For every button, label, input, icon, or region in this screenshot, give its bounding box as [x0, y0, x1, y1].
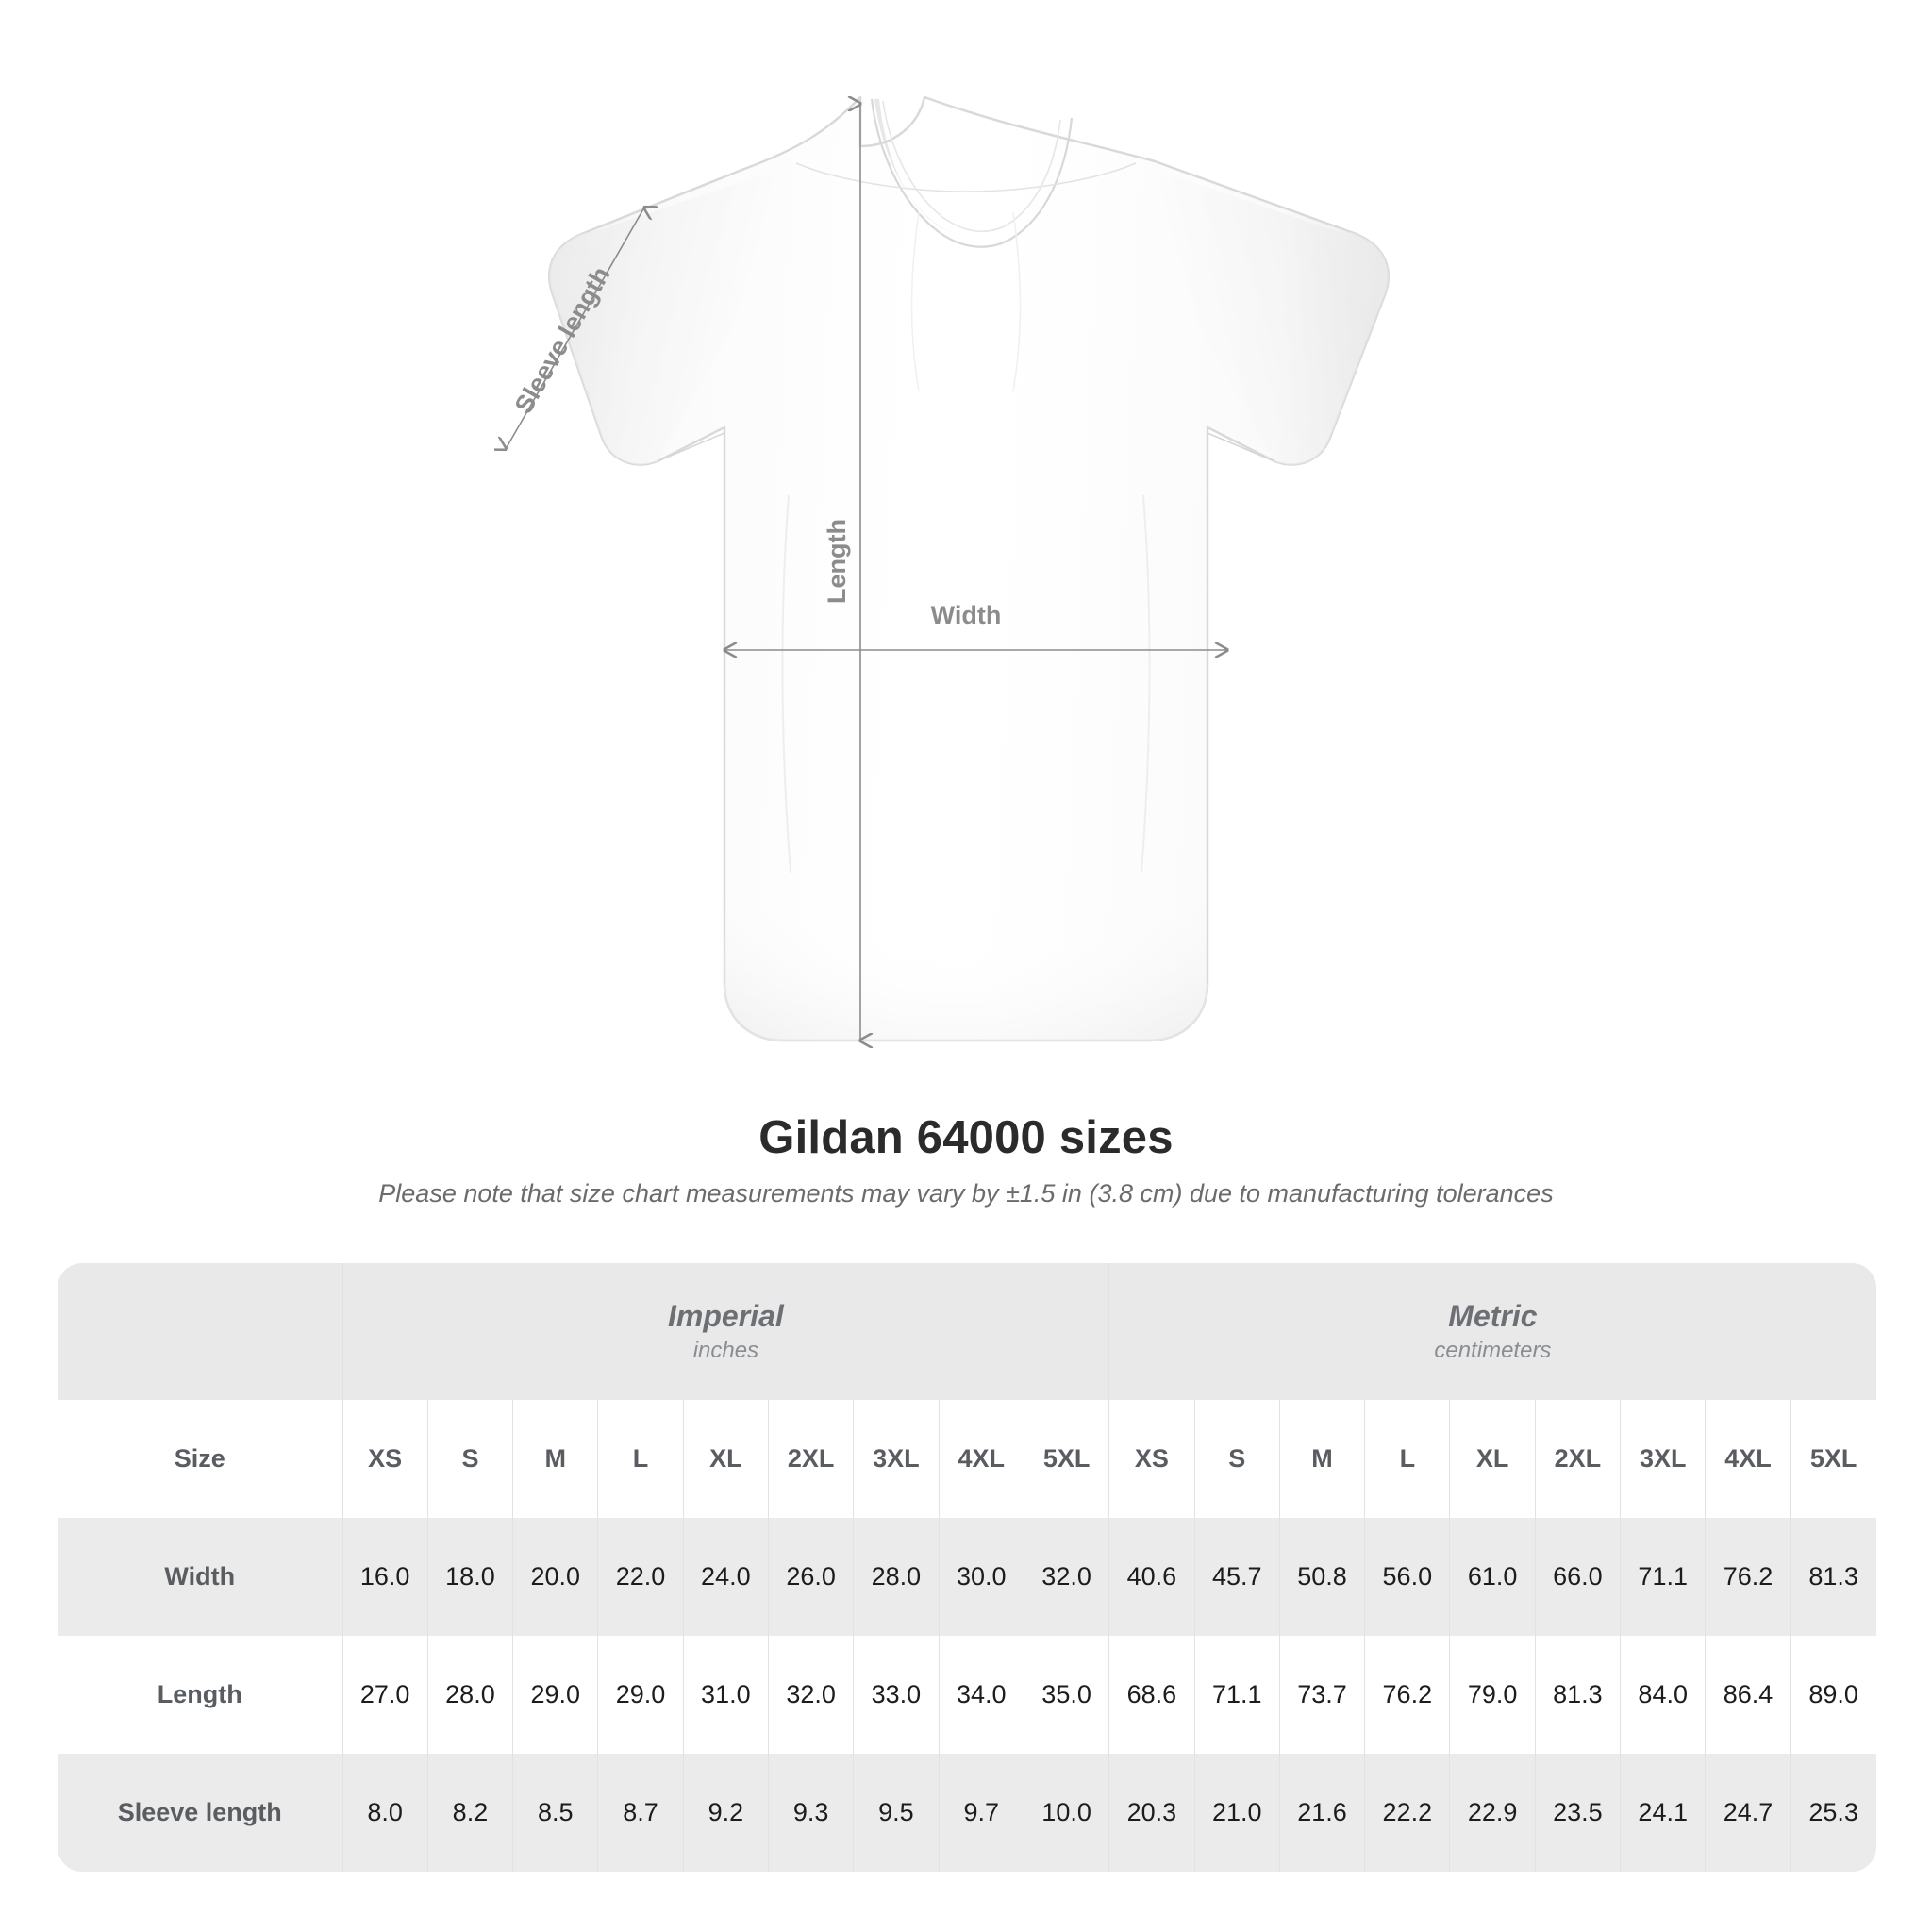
svg-text:Width: Width — [931, 601, 1002, 629]
svg-text:Length: Length — [823, 519, 851, 604]
